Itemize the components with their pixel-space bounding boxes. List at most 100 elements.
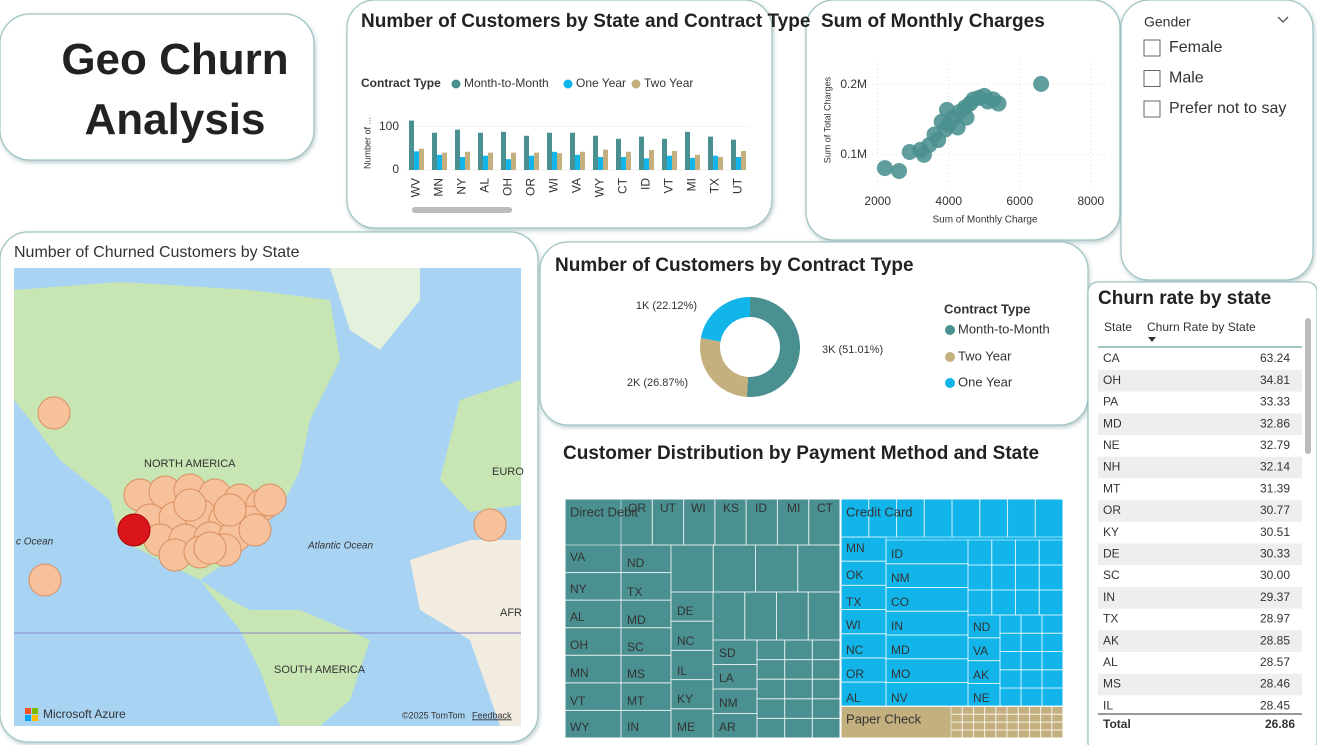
bar — [524, 135, 529, 170]
donut-slice — [746, 297, 801, 397]
cell: AL — [1103, 655, 1118, 669]
treemap-state-label: VT — [570, 694, 586, 708]
bar — [644, 158, 649, 170]
treemap-state-label: AK — [973, 668, 989, 682]
bar — [432, 132, 437, 170]
bar — [616, 138, 621, 170]
treemap-state-label: NE — [973, 691, 990, 705]
treemap-state-label: AL — [570, 610, 585, 624]
cell: 29.37 — [1260, 590, 1290, 604]
logo — [32, 715, 38, 721]
treemap-state-label: KS — [723, 501, 739, 515]
map-title: Number of Churned Customers by State — [14, 244, 300, 261]
cell: 32.14 — [1260, 460, 1290, 474]
cell: PA — [1103, 395, 1118, 409]
cell: KY — [1103, 525, 1119, 539]
treemap-group-label: Credit Card — [846, 504, 912, 519]
x-tick-label: MI — [685, 178, 699, 191]
bar — [690, 157, 695, 170]
bar — [603, 149, 608, 170]
legend-label: Two Year — [644, 76, 693, 90]
treemap-group-label: Direct Debit — [570, 504, 638, 519]
bar — [741, 150, 746, 170]
treemap-state-label: MD — [891, 643, 910, 657]
treemap-state-label: MS — [627, 667, 645, 681]
column-header[interactable]: Churn Rate by State — [1147, 320, 1256, 334]
treemap-state-label: MN — [570, 666, 589, 680]
bar — [547, 132, 552, 170]
logo — [25, 708, 31, 714]
legend-dot — [945, 325, 955, 335]
row-band — [1098, 456, 1302, 479]
x-tick-label: NY — [455, 178, 469, 195]
cell: 32.86 — [1260, 416, 1290, 430]
bar — [557, 153, 562, 170]
point — [926, 126, 943, 143]
point — [876, 160, 893, 177]
point — [891, 162, 908, 179]
total-band — [1098, 714, 1302, 738]
column-header[interactable]: State — [1104, 320, 1132, 334]
bar-title: Number of Customers by State and Contrac… — [361, 11, 810, 32]
treemap-state-label: VA — [973, 644, 988, 658]
treemap-state-label: NM — [891, 571, 910, 585]
bar — [672, 150, 677, 170]
point — [933, 113, 950, 130]
logo — [32, 708, 38, 714]
sort-arrow — [1148, 337, 1156, 342]
map-bubble — [473, 508, 507, 542]
treemap-state-label: OK — [846, 568, 863, 582]
slicer-option[interactable]: Female — [1169, 39, 1222, 56]
bar — [478, 132, 483, 170]
bar — [695, 154, 700, 170]
bar — [736, 157, 741, 170]
map-label: EURO — [492, 466, 524, 478]
treemap-state-label: KY — [677, 692, 693, 706]
treemap-state-label: LA — [719, 671, 734, 685]
treemap-group-label: Paper Check — [846, 712, 922, 727]
treemap-state-label: ID — [891, 547, 903, 561]
cell: 28.97 — [1260, 612, 1290, 626]
slicer-option[interactable]: Male — [1169, 70, 1204, 87]
treemap-title-box: Customer Distribution by Payment Method … — [563, 443, 1039, 464]
legend-label: Two Year — [958, 348, 1012, 363]
map-land — [440, 380, 521, 512]
legend-label: One Year — [958, 374, 1013, 389]
cell: AK — [1103, 633, 1119, 647]
map-land — [200, 580, 370, 726]
cell: 63.24 — [1260, 351, 1290, 365]
treemap-cell — [1051, 729, 1064, 739]
bar — [488, 152, 493, 170]
map-feedback[interactable]: Feedback — [472, 710, 512, 720]
point — [958, 109, 975, 126]
bar — [414, 151, 419, 170]
point — [938, 101, 955, 118]
x-tick-label: MN — [432, 178, 446, 197]
cell: IN — [1103, 590, 1115, 604]
treemap-group — [564, 498, 841, 739]
bar — [667, 155, 672, 170]
cell: DE — [1103, 546, 1120, 560]
slicer-chevron[interactable] — [1277, 16, 1289, 23]
checkbox[interactable] — [1143, 70, 1161, 87]
x-tick-label: CT — [616, 177, 630, 194]
legend-title: Contract Type — [361, 76, 441, 90]
bar — [575, 154, 580, 170]
x-tick-label: AL — [478, 178, 492, 193]
table-scrollbar[interactable] — [1305, 318, 1311, 454]
x-tick-label: VT — [662, 177, 676, 193]
cell: CA — [1103, 351, 1120, 365]
slicer-option[interactable]: Prefer not to say — [1169, 100, 1286, 117]
treemap-state-label: MT — [627, 694, 645, 708]
bar — [511, 152, 516, 170]
scrollbar[interactable] — [412, 207, 512, 213]
checkbox[interactable] — [1143, 100, 1161, 118]
checkbox[interactable] — [1143, 39, 1161, 57]
treemap-state-label: NY — [570, 582, 587, 596]
map-bubble — [193, 531, 227, 565]
map-copyright: ©2025 TomTom — [402, 710, 465, 720]
x-tick-label: ID — [639, 178, 653, 190]
y-tick-label: 0.1M — [840, 147, 867, 161]
